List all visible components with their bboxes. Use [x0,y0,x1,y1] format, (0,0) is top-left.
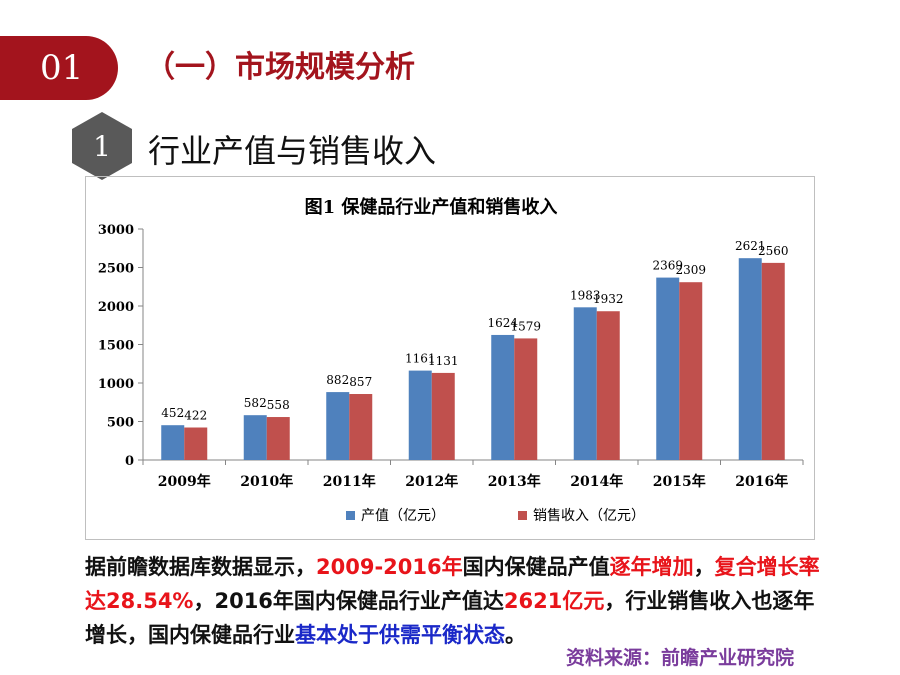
data-label: 2309 [675,263,706,277]
x-tick-label: 2016年 [735,473,788,490]
legend-label-2: 销售收入（亿元） [533,508,645,524]
bar-series-2 [761,262,785,460]
section-number: 01 [40,48,84,88]
data-label: 857 [349,375,372,389]
data-label: 882 [326,373,349,387]
data-label: 1983 [570,288,601,302]
legend-swatch-1 [346,511,355,520]
x-tick-label: 2009年 [158,473,211,490]
bar-series-1 [738,258,762,460]
bar-series-1 [656,277,680,460]
chart-frame: 图1 保健品行业产值和销售收入 0 500 1000 1500 2000 2500 3000… [85,176,815,540]
x-tick-label: 2013年 [488,473,541,490]
data-label: 452 [161,406,184,420]
data-label: 1624 [487,316,518,330]
y-tick-label: 2500 [98,262,134,277]
summary-paragraph: 据前瞻数据库数据显示，2009-2016年国内保健品产值逐年增加，复合增长率达2… [85,550,825,652]
summary-highlight-period: 2009-2016年 [316,555,463,579]
data-label: 1161 [405,352,436,366]
y-tick-label: 1500 [98,339,134,354]
data-label: 2369 [652,259,683,273]
data-source: 资料来源：前瞻产业研究院 [566,647,795,669]
bar-series-2 [596,311,620,460]
summary-text: ，行业销售收入也逐年增长，国内保健品行业 [85,589,815,647]
data-label: 1932 [593,292,624,306]
summary-highlight-balance: 基本处于供需平衡状态 [295,623,505,647]
x-tick-label: 2015年 [653,473,706,490]
y-tick-label: 0 [125,454,134,469]
summary-highlight-output: 2621亿元 [503,589,605,613]
bar-chart: 图1 保健品行业产值和销售收入 0 500 1000 1500 2000 2500 3000… [98,196,804,524]
y-tick-label: 1000 [98,377,134,392]
bar-series-1 [161,425,185,460]
data-label: 558 [267,398,290,412]
chart-legend: 产值（亿元） 销售收入（亿元） [346,508,645,524]
data-label: 422 [184,409,207,423]
section-number-badge [0,36,118,100]
subsection-hexagon-icon: 1 [72,112,132,180]
y-tick-label: 3000 [98,223,134,238]
x-tick-label: 2014年 [570,473,623,490]
legend-label-1: 产值（亿元） [361,508,445,524]
bar-series-1 [243,415,267,460]
data-labels: 452 582 882 1161 1624 1983 2369 2621 422 558 857 11… [161,239,788,422]
chart-bars [161,258,785,460]
data-label: 1579 [510,319,541,333]
chart-title: 图1 保健品行业产值和销售收入 [305,196,558,218]
subsection-title: 行业产值与销售收入 [148,132,437,170]
bar-series-2 [349,394,373,460]
summary-highlight-growth: 逐年增加 [609,555,694,579]
bar-series-2 [431,372,455,460]
summary-text: 据前瞻数据库数据显示， [85,555,316,579]
summary-highlight-cagr: 复合增长率达28.54% [85,555,820,613]
x-tick-label: 2010年 [240,473,293,490]
data-label: 582 [244,396,267,410]
bar-series-1 [491,334,515,460]
summary-text: ，2016年国内保健品行业产值达 [193,589,504,613]
x-tick-label: 2011年 [323,473,376,490]
bar-series-2 [266,417,290,460]
bar-series-2 [184,427,208,460]
bar-series-1 [326,392,350,460]
bar-series-1 [408,370,432,460]
y-tick-label: 2000 [98,300,134,315]
legend-swatch-2 [518,511,527,520]
x-tick-label: 2012年 [405,473,458,490]
y-tick-label: 500 [107,416,134,431]
subsection-number: 1 [93,130,111,163]
y-axis: 0 500 1000 1500 2000 2500 3000 [98,223,144,469]
section-title: （一）市场规模分析 [145,50,415,85]
bar-series-2 [514,338,538,460]
x-axis: 2009年 2010年 2011年 2012年 2013年 2014年 2015年 2016年 [142,459,804,490]
summary-text: ， [693,555,715,579]
data-label: 2560 [758,244,789,258]
bar-series-1 [573,307,597,460]
data-label: 1131 [428,354,459,368]
summary-text: 。 [505,623,526,647]
bar-series-2 [679,282,703,460]
summary-text: 国内保健品产值 [462,555,610,579]
data-label: 2621 [735,239,766,253]
